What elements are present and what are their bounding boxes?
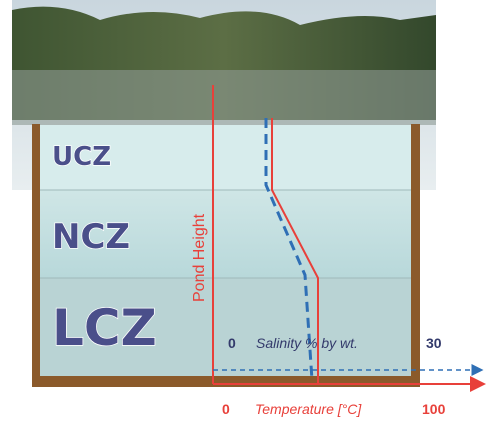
pond-floor — [32, 376, 420, 387]
temperature-min: 0 — [222, 401, 230, 417]
solar-pond-diagram: UCZ NCZ LCZ Pond Height 0 Salinity % by … — [0, 0, 486, 423]
pond-wall — [411, 124, 420, 386]
temperature-label: Temperature [°C] — [255, 401, 362, 417]
photo-fence — [12, 70, 436, 125]
pond-wall — [32, 124, 40, 386]
zone-label: LCZ — [52, 299, 157, 357]
axis-label: Pond Height — [191, 213, 208, 302]
salinity-label: Salinity % by wt. — [256, 335, 358, 351]
salinity-max: 30 — [426, 335, 442, 351]
zone-label: NCZ — [52, 217, 130, 257]
salinity-min: 0 — [228, 335, 236, 351]
temperature-max: 100 — [422, 401, 446, 417]
zone-label: UCZ — [52, 142, 111, 172]
